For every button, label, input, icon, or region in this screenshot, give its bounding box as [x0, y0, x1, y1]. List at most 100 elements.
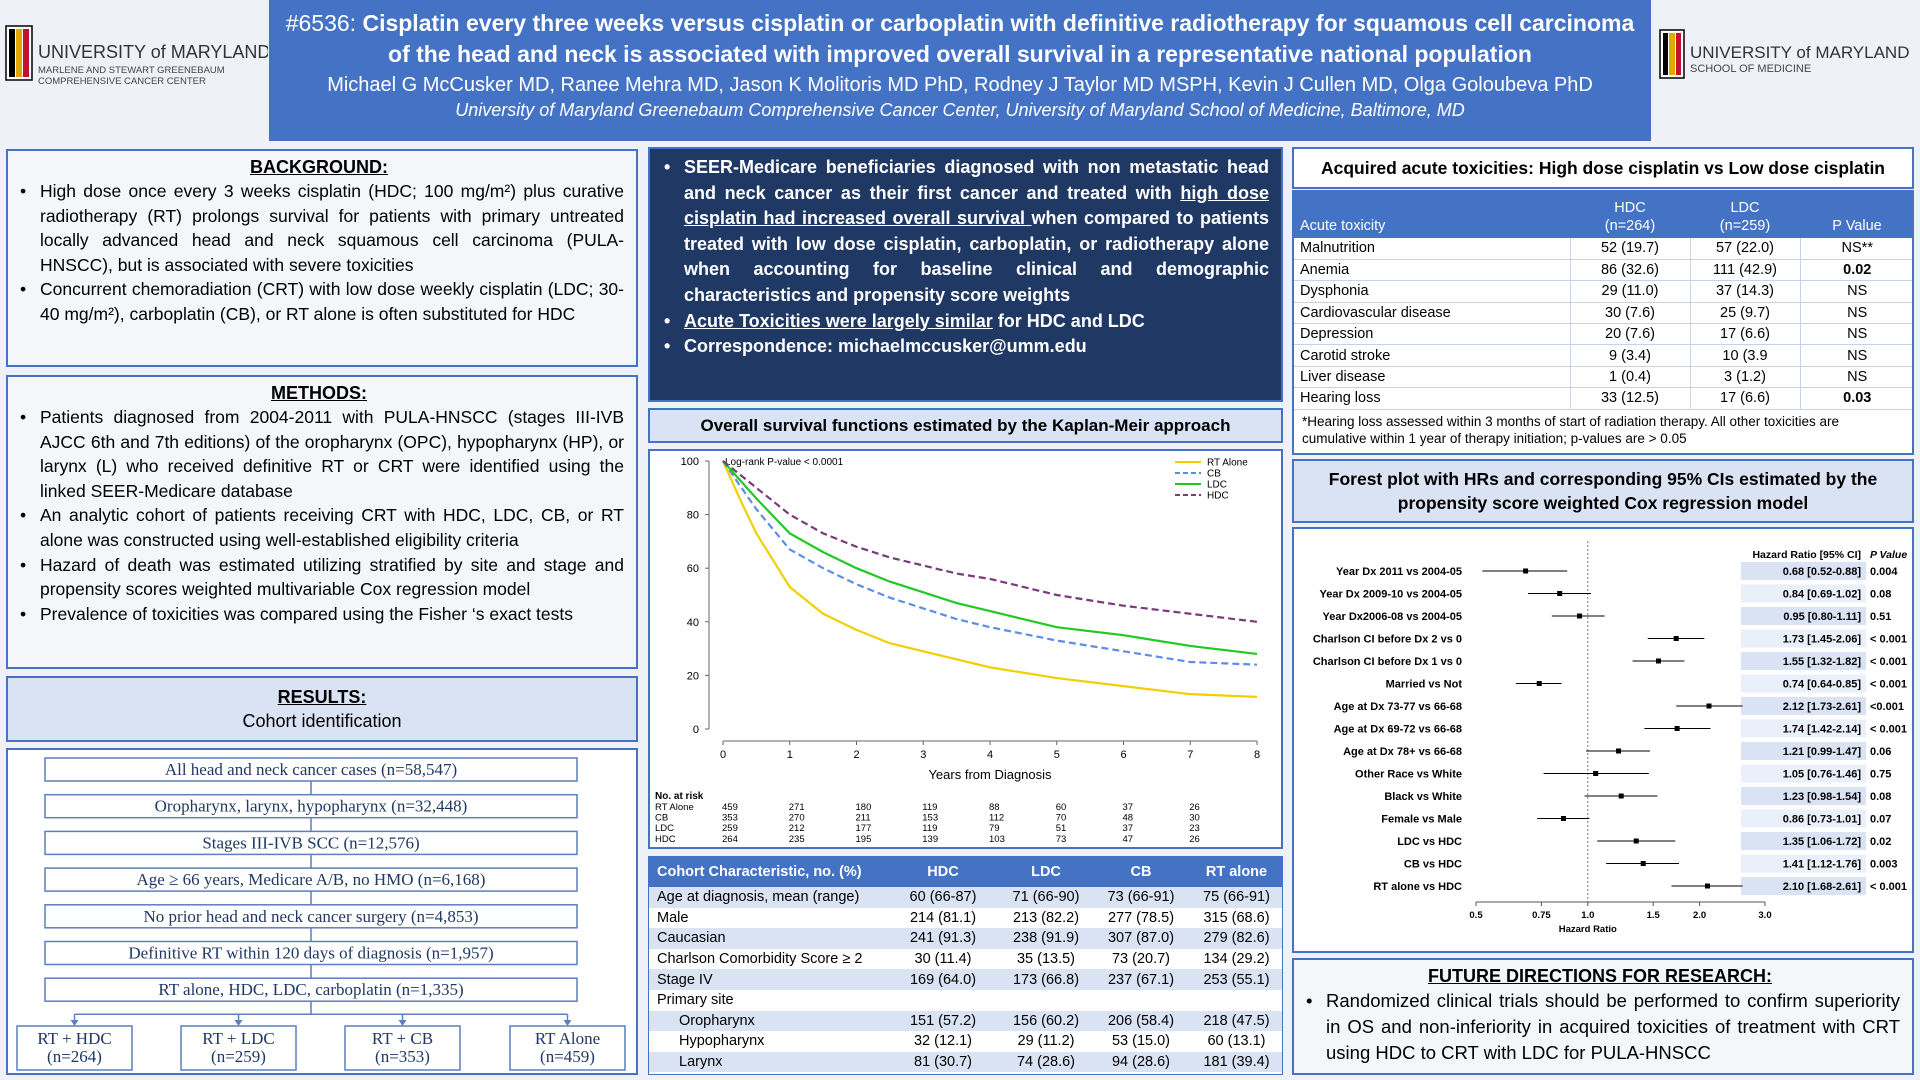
table-row: Caucasian 241 (91.3) 238 (91.9) 307 (87.0) 2… [649, 928, 1282, 949]
flow-step: Oropharynx, larynx, hypopharynx (n=32,44… [155, 797, 468, 816]
logo-line: MARLENE AND STEWART GREENEBAUM [38, 65, 225, 76]
table-row: Depression 20 (7.6) 17 (6.6) NS [1294, 323, 1912, 345]
bullet: Acute Toxicities were largely similar fo… [658, 309, 1269, 335]
table-cell: NS [1799, 344, 1912, 367]
p-value: 0.004 [1870, 566, 1898, 578]
toxicity-title: Acquired acute toxicities: High dose cis… [1292, 147, 1914, 189]
section-subtitle: Cohort identification [242, 711, 402, 731]
section-title: METHODS: [271, 383, 367, 403]
p-value: < 0.001 [1870, 881, 1907, 893]
forest-chart: 0.5 0.75 1.0 1.5 2.0 3.0 Hazard Ratio Hazard Ra… [1313, 541, 1907, 935]
km-curve [722, 460, 1258, 666]
row-shade [1741, 607, 1866, 625]
bullet-text: when compared to patients treated with l… [684, 208, 1269, 305]
risk-value: 259 [722, 823, 738, 834]
risk-value: 26 [1189, 834, 1200, 845]
flow-step: Stages III-IVB SCC (n=12,576) [202, 833, 419, 852]
risk-value: 73 [1056, 834, 1067, 845]
logo-name: UNIVERSITY of MARYLAND [38, 42, 268, 62]
row-shade [1741, 877, 1866, 895]
risk-value: 23 [1189, 823, 1200, 834]
table-cell: Dysphonia [1300, 283, 1369, 300]
row-label: Other Race vs White [1355, 769, 1462, 781]
bullet: Concurrent chemoradiation (CRT) with low… [14, 277, 624, 326]
km-panel: 0 20 40 60 80 100 0 1 2 3 4 5 6 7 8 Years from Diagnosi… [648, 449, 1283, 849]
header-text: (n=264) [1604, 218, 1656, 234]
row-label: Charlson CI before Dx 1 vs 0 [1313, 656, 1462, 668]
flow-box [44, 867, 578, 892]
risk-row-name: LDC [655, 823, 674, 834]
legend-label: HDC [1207, 491, 1229, 502]
table-cell: 60 (66-87) [909, 889, 977, 906]
table-cell: Stage IV [657, 971, 713, 988]
annotation: Log-rank P-value < 0.0001 [725, 457, 844, 468]
row-shade [1741, 697, 1866, 715]
flow-step: Age ≥ 66 years, Medicare A/B, no HMO (n=… [137, 870, 486, 889]
risk-value: 211 [856, 813, 871, 824]
table-cell: 173 (66.8) [1012, 971, 1080, 988]
risk-value: 119 [922, 802, 937, 813]
risk-value: 37 [1123, 823, 1134, 834]
arrowhead [563, 1020, 572, 1026]
x-tick-label: 7 [1187, 749, 1193, 761]
row-shade [1741, 742, 1866, 760]
x-tick-label: 2.0 [1693, 910, 1706, 921]
row-label: Charlson CI before Dx 2 vs 0 [1313, 634, 1462, 646]
header-cell: LDC [1031, 864, 1061, 880]
risk-value: 51 [1056, 823, 1067, 834]
y-tick-label: 60 [687, 563, 699, 575]
flow-step: Definitive RT within 120 days of diagnos… [128, 944, 493, 963]
table-cell: 57 (22.0) [1689, 238, 1800, 260]
arm-box [16, 1025, 133, 1071]
table-row: Male 214 (81.1) 213 (82.2) 277 (78.5) 315 (6… [649, 907, 1282, 929]
hr-point [1673, 636, 1679, 641]
table-cell: 10 (3.9 [1689, 344, 1800, 367]
table-row: Age at diagnosis, mean (range) 60 (66-87)… [649, 887, 1282, 908]
table-cell: 156 (60.2) [1012, 1012, 1080, 1029]
table-cell: Oropharynx [679, 1012, 755, 1029]
hr-point [1633, 838, 1639, 844]
header-cell: P Value [1800, 192, 1912, 238]
table-cell: NS [1799, 323, 1912, 345]
table-cell: 20 (7.6) [1569, 323, 1690, 345]
table-cell: Depression [1300, 326, 1374, 343]
table-cell: 214 (81.1) [909, 909, 977, 926]
forest-panel: 0.5 0.75 1.0 1.5 2.0 3.0 Hazard Ratio Hazard Ra… [1292, 527, 1914, 953]
hr-label: 1.21 [0.99-1.47] [1783, 746, 1862, 758]
table-row: Hearing loss 33 (12.5) 17 (6.6) 0.03 [1294, 387, 1912, 410]
table-cell: 237 (67.1) [1107, 971, 1175, 988]
row-label: Black vs White [1384, 791, 1462, 803]
table-cell: 1 (0.4) [1569, 366, 1690, 388]
bullet: An analytic cohort of patients receiving… [14, 503, 624, 552]
hr-point [1616, 748, 1622, 754]
table-cell: Cardiovascular disease [1300, 304, 1451, 321]
risk-value: 47 [1123, 834, 1134, 845]
section-title: FUTURE DIRECTIONS FOR RESEARCH: [1427, 966, 1772, 986]
row-label: Age at Dx 69-72 vs 66-68 [1334, 724, 1462, 736]
arm-box [344, 1025, 461, 1071]
future-panel: FUTURE DIRECTIONS FOR RESEARCH: Randomiz… [1292, 958, 1914, 1075]
row-label: Year Dx 2011 vs 2004-05 [1336, 566, 1462, 578]
legend-label: CB [1207, 469, 1221, 480]
table-cell: 73 (66-91) [1107, 889, 1175, 906]
table-row: Charlson Comorbidity Score ≥ 2 30 (11.4) 3… [649, 948, 1282, 970]
x-tick-label: 8 [1254, 749, 1260, 761]
table-cell: 277 (78.5) [1107, 909, 1175, 926]
hr-label: 1.73 [1.45-2.06] [1783, 634, 1862, 646]
x-tick-label: 0.75 [1532, 910, 1551, 921]
table-cell: 9 (3.4) [1569, 344, 1690, 367]
risk-value: 153 [922, 813, 938, 824]
row-label: LDC vs HDC [1397, 836, 1462, 848]
ci-header: Hazard Ratio [95% CI] [1752, 549, 1861, 561]
row-label: Year Dx 2009-10 vs 2004-05 [1319, 589, 1462, 601]
flow-step: RT alone, HDC, LDC, carboplatin (n=1,335… [158, 980, 463, 999]
arm-label: (n=353) [375, 1047, 430, 1066]
cohort-table: Cohort Characteristic, no. (%) HDC LDC CB RT… [649, 857, 1282, 1073]
x-tick-label: 1.5 [1647, 910, 1661, 921]
hr-point [1577, 613, 1583, 619]
bullet-text: for HDC and LDC [992, 310, 1145, 331]
row-label: Married vs Not [1386, 679, 1463, 691]
header-cell: Cohort Characteristic, no. (%) [657, 864, 862, 880]
